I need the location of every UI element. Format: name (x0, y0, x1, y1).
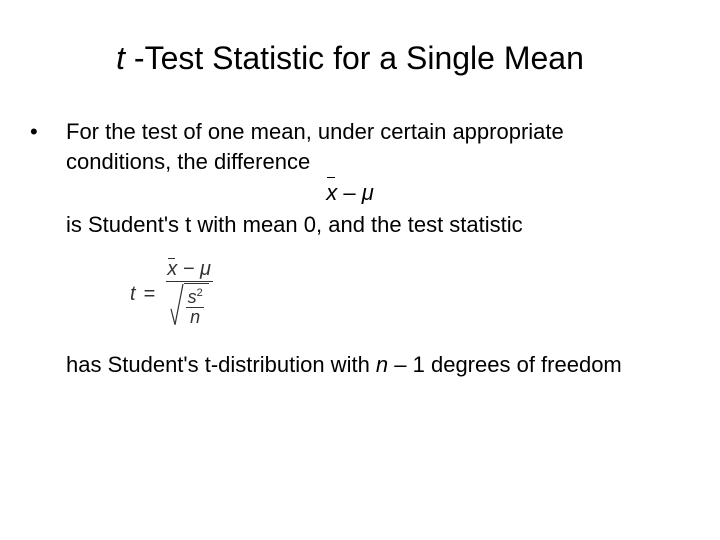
num-mu: μ (200, 258, 211, 280)
inner-den: n (186, 307, 204, 327)
line3-n: n (376, 352, 388, 377)
bullet-item: • For the test of one mean, under certai… (30, 117, 670, 176)
radicand: s2 n (184, 283, 209, 327)
title-t-italic: t (116, 40, 125, 76)
line3-post: – 1 degrees of freedom (388, 352, 622, 377)
formula-t: t (130, 281, 136, 308)
centered-expression: x – μ (30, 178, 670, 208)
bullet-text: For the test of one mean, under certain … (66, 117, 670, 176)
s-sup: 2 (197, 287, 203, 299)
t-formula: t = x − μ (130, 258, 670, 332)
sqrt-wrap: s2 n (170, 283, 209, 327)
num-xbar: x (167, 258, 177, 280)
title-rest: -Test Statistic for a Single Mean (125, 40, 584, 76)
x-bar: x (326, 178, 337, 208)
line3-pre: has Student's t-distribution with (66, 352, 376, 377)
slide-title: t -Test Statistic for a Single Mean (30, 40, 670, 77)
body-line2: is Student's t with mean 0, and the test… (66, 210, 670, 240)
slide-body: • For the test of one mean, under certai… (30, 117, 670, 379)
slide-container: t -Test Statistic for a Single Mean • Fo… (0, 0, 720, 409)
inner-num: s2 (186, 288, 205, 307)
mu-symbol: μ (362, 180, 374, 205)
inner-fraction: s2 n (186, 288, 205, 327)
bullet-marker: • (30, 117, 66, 147)
body-line1: For the test of one mean, under certain … (66, 119, 564, 174)
formula-equals: = (144, 281, 156, 308)
formula-inline: t = x − μ (130, 258, 215, 332)
num-minus: − (177, 258, 200, 280)
body-line3: has Student's t-distribution with n – 1 … (66, 350, 670, 380)
denominator: s2 n (166, 281, 213, 332)
radical-sign (170, 283, 184, 327)
s-var: s (188, 287, 197, 307)
minus-sign: – (337, 180, 361, 205)
formula-fraction: x − μ s2 (163, 258, 215, 332)
outer-fraction: x − μ s2 (163, 258, 215, 332)
numerator: x − μ (163, 258, 215, 281)
